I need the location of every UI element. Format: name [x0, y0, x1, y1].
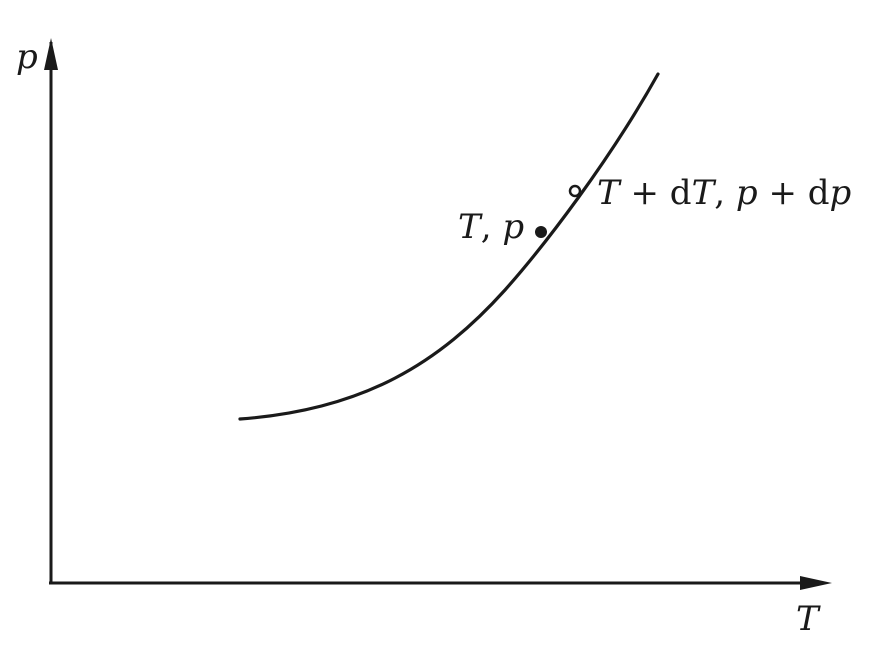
point-t-dt-p-dp [568, 184, 582, 198]
label-part: T [597, 173, 622, 213]
label-part: d [808, 173, 830, 213]
y-axis-arrowhead [44, 38, 58, 70]
x-axis-arrowhead [800, 576, 832, 590]
point-label-t-dt-p-dp: T + dT, p + dp [597, 173, 851, 213]
point-label-t-p: T, p [458, 207, 524, 247]
label-part: p [502, 207, 524, 247]
y-axis-label: p [16, 37, 38, 77]
label-part: p [830, 173, 852, 213]
label-part: + [620, 173, 670, 213]
label-part: p [736, 173, 758, 213]
label-part: d [670, 173, 692, 213]
label-part: , [481, 207, 503, 247]
coexistence-curve [238, 72, 660, 421]
label-part: T [692, 173, 717, 213]
label-part: , [714, 173, 736, 213]
point-t-p [535, 226, 547, 238]
x-axis-label: T [796, 599, 821, 639]
label-part: T [458, 207, 483, 247]
label-part: + [758, 173, 808, 213]
